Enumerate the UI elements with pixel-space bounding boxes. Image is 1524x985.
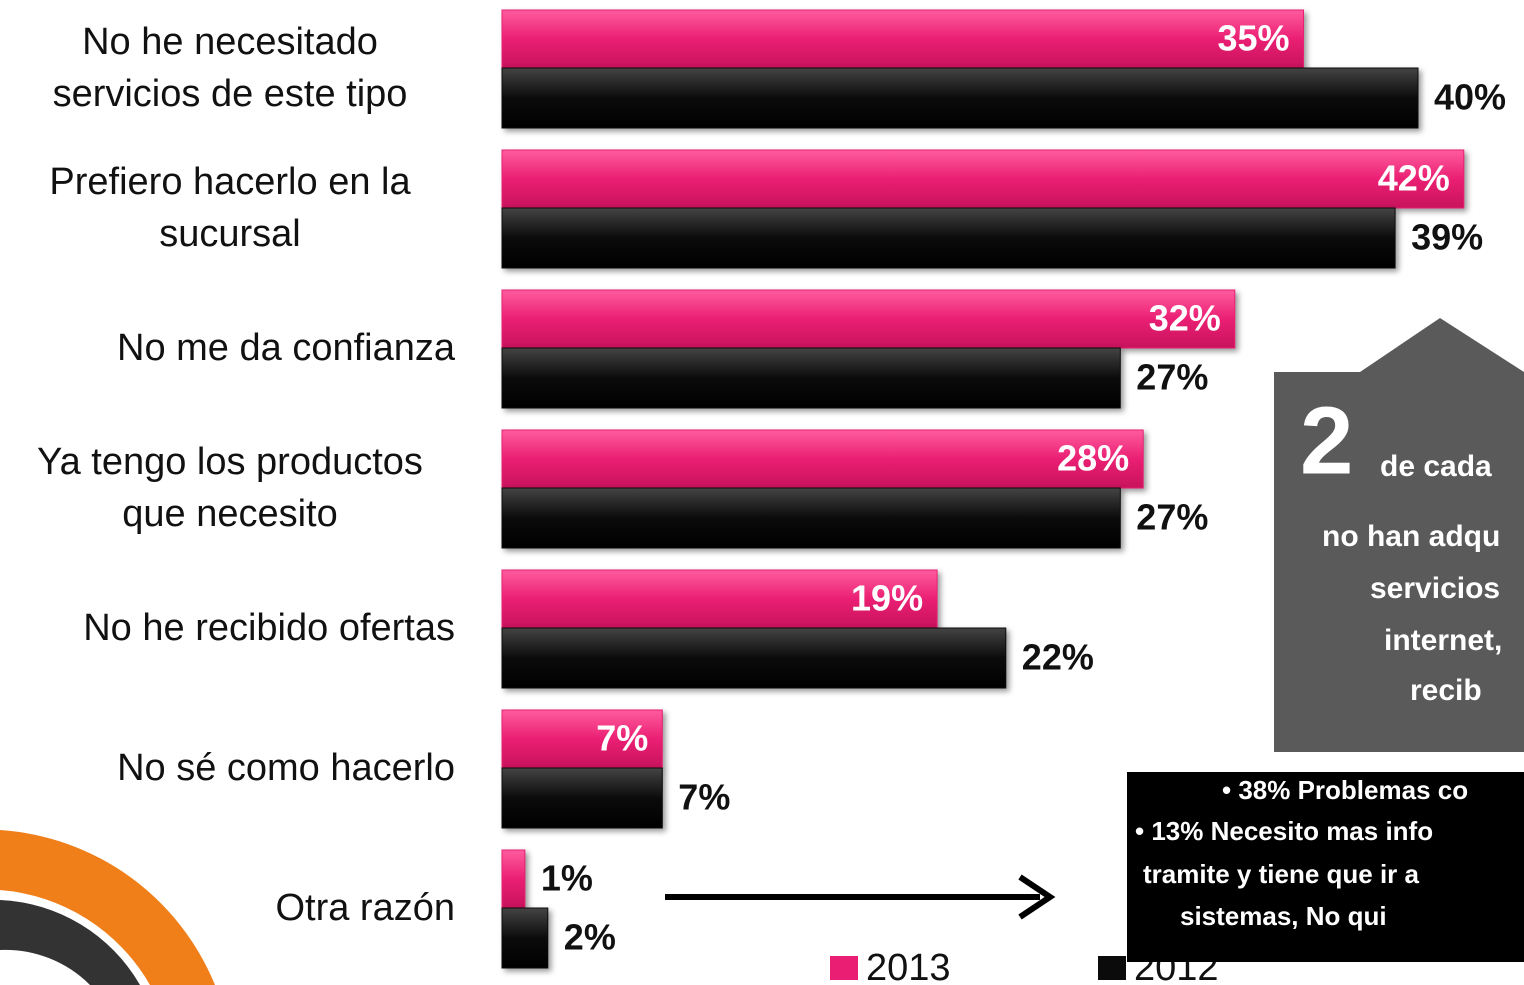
note-text: sistemas, No qui — [1180, 901, 1387, 931]
legend-label: 2013 — [866, 947, 951, 985]
bar — [501, 67, 1419, 129]
bar — [501, 907, 549, 969]
note-text: • 13% Necesito mas info — [1135, 816, 1433, 846]
data-label: 2% — [564, 917, 616, 958]
data-label: 27% — [1136, 497, 1208, 538]
category-label: No sé como hacerlo — [117, 747, 455, 789]
callout-text: recib — [1410, 674, 1482, 707]
data-label: 35% — [1217, 18, 1289, 59]
category-label: No me da confianza — [117, 327, 455, 369]
bar — [501, 9, 1304, 69]
data-label: 19% — [851, 578, 923, 619]
decoration — [0, 900, 140, 985]
data-label: 42% — [1378, 158, 1450, 199]
callout-text: no han adqu — [1322, 520, 1500, 553]
callout-text: servicios — [1370, 572, 1500, 605]
bar — [501, 347, 1121, 409]
category-label: Otra razón — [275, 887, 455, 929]
data-label: 28% — [1057, 438, 1129, 479]
bar — [501, 487, 1121, 549]
data-label: 1% — [541, 858, 593, 899]
category-label: Ya tengo los productos que necesito — [37, 441, 423, 535]
category-label: No he recibido ofertas — [83, 607, 455, 649]
data-label: 32% — [1149, 298, 1221, 339]
bar — [501, 569, 938, 629]
data-label: 27% — [1136, 357, 1208, 398]
data-label: 39% — [1411, 217, 1483, 258]
note-text: tramite y tiene que ir a — [1143, 859, 1420, 889]
bar — [501, 767, 663, 829]
arrow-head — [1018, 874, 1056, 920]
bar — [501, 289, 1236, 349]
note-box — [1127, 772, 1524, 962]
data-label: 7% — [678, 777, 730, 818]
bar — [501, 429, 1144, 489]
bar — [501, 149, 1465, 209]
bar — [501, 709, 663, 769]
bar — [501, 627, 1007, 689]
bar — [501, 207, 1396, 269]
callout-text: internet, — [1384, 624, 1502, 657]
bar — [501, 849, 526, 909]
legend-swatch — [1098, 956, 1126, 980]
category-label: Prefiero hacerlo en la sucursal — [49, 161, 411, 255]
decoration — [0, 830, 215, 985]
category-label: No he necesitado servicios de este tipo — [52, 21, 408, 115]
data-label: 40% — [1434, 77, 1506, 118]
callout-text: de cada — [1380, 450, 1492, 483]
callout-text: 2 — [1300, 387, 1353, 494]
data-label: 7% — [596, 718, 648, 759]
legend-swatch — [830, 956, 858, 980]
note-text: • 38% Problemas co — [1222, 775, 1468, 805]
callout — [1274, 318, 1524, 752]
data-label: 22% — [1022, 637, 1094, 678]
